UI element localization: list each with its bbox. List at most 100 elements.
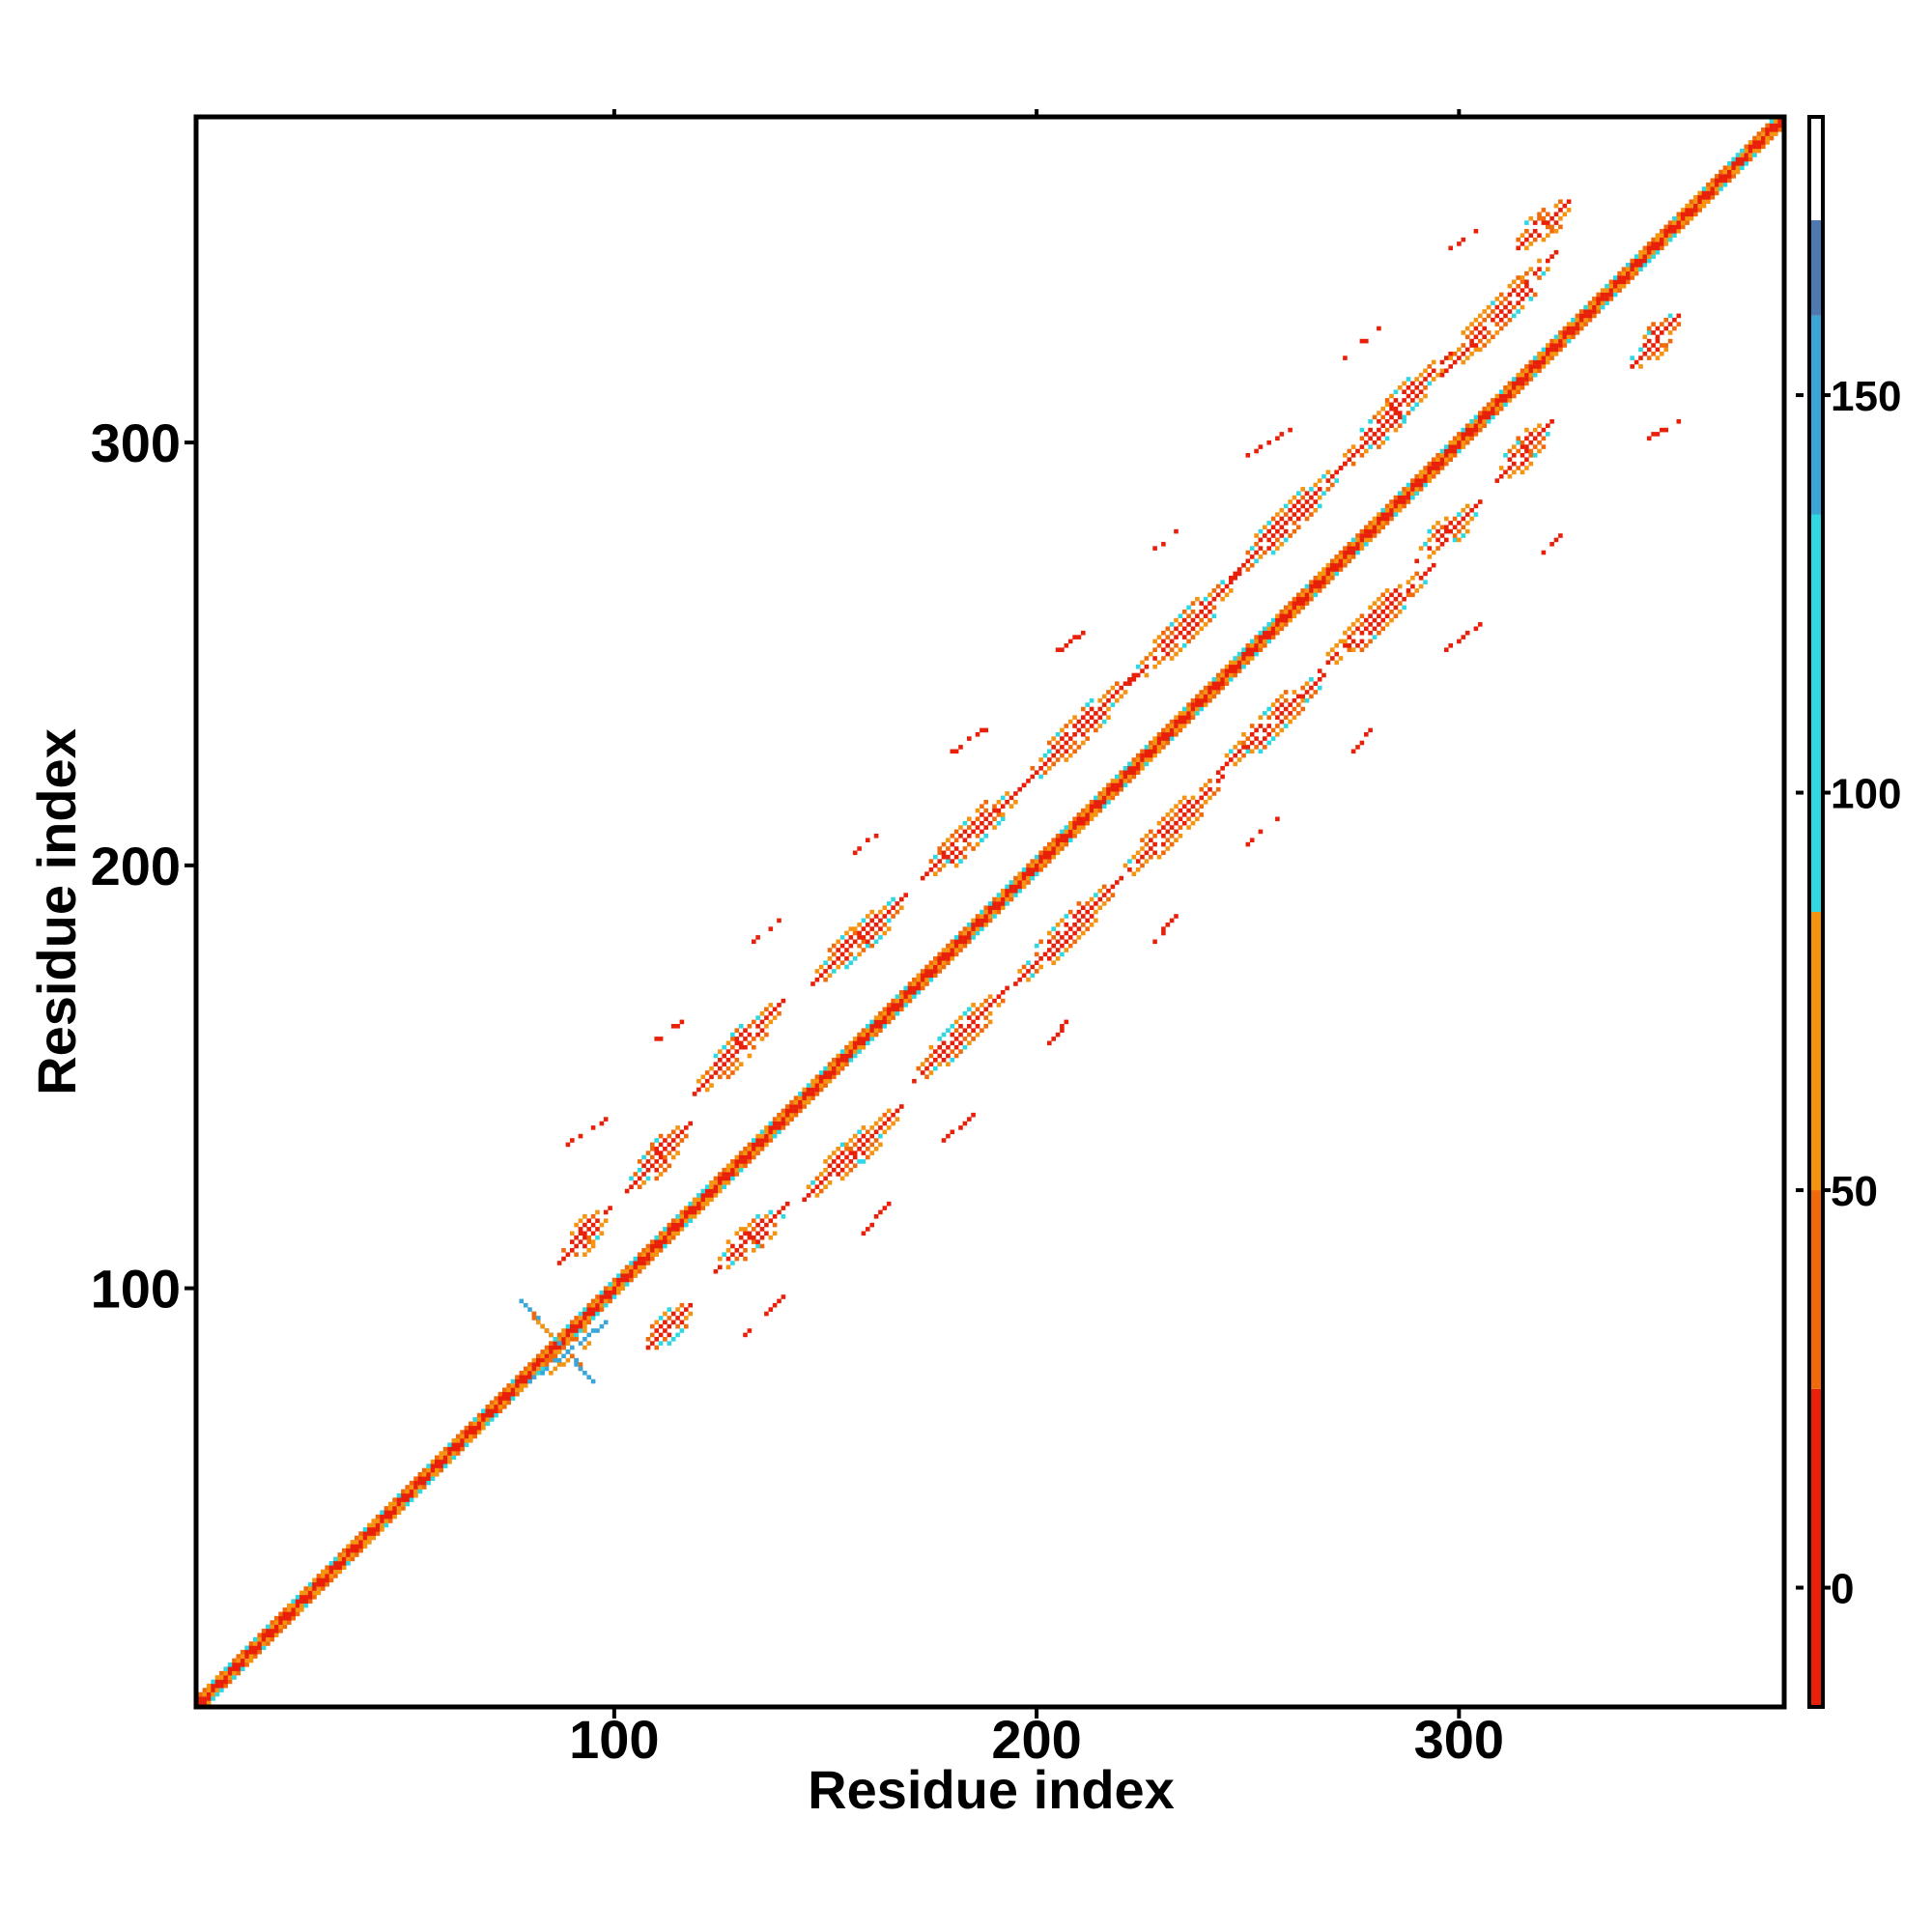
diagonal-cell: [1317, 571, 1322, 577]
diagonal-cell: [1600, 304, 1605, 310]
diagonal-cell: [857, 1040, 862, 1046]
diagonal-cell: [282, 1620, 288, 1625]
contact-band-cell: [1034, 960, 1039, 965]
diagonal-cell: [350, 1556, 355, 1562]
diagonal-cell: [869, 1037, 874, 1041]
diagonal-cell: [650, 1256, 655, 1262]
contact-band-cell: [1161, 630, 1166, 636]
diagonal-cell: [866, 1032, 870, 1037]
diagonal-cell: [772, 1121, 778, 1126]
diagonal-cell: [1740, 165, 1745, 170]
diagonal-cell: [996, 905, 1002, 910]
diagonal-cell: [1457, 444, 1462, 449]
contact-band-cell: [1085, 909, 1090, 915]
contact-band-cell: [958, 859, 963, 864]
contact-band-cell: [670, 1337, 676, 1342]
contact-band-cell: [777, 1010, 781, 1016]
contact-band-cell: [1444, 525, 1449, 530]
contact-band-cell: [1072, 914, 1077, 919]
diagonal-cell: [1165, 732, 1171, 737]
diagonal-cell: [1309, 580, 1314, 584]
diagonal-cell: [1503, 398, 1508, 403]
diagonal-cell: [654, 1235, 659, 1240]
diagonal-cell: [1461, 440, 1466, 445]
diagonal-cell: [1203, 702, 1208, 707]
diagonal-cell: [1541, 347, 1547, 353]
diagonal-cell: [1494, 402, 1500, 408]
diagonal-cell: [1478, 419, 1483, 424]
diagonal-cell: [1621, 267, 1627, 271]
contact-band-cell: [1343, 643, 1348, 648]
diagonal-cell: [1384, 503, 1390, 509]
diagonal-cell: [1605, 297, 1609, 301]
diagonal-cell: [1414, 491, 1419, 496]
contact-band-cell: [1393, 605, 1399, 611]
faint-streak-cell: [1457, 242, 1462, 246]
contact-band-cell: [663, 1138, 668, 1143]
contact-band-cell: [755, 1222, 760, 1228]
faint-streak-cell: [675, 1024, 680, 1029]
contact-band-cell: [1076, 745, 1082, 750]
contact-band-cell: [734, 1028, 740, 1033]
diagonal-cell: [1181, 719, 1187, 724]
diagonal-cell: [962, 943, 968, 949]
diagonal-cell: [611, 1286, 617, 1291]
contact-band-cell: [1101, 719, 1107, 724]
contact-band-cell: [866, 1138, 870, 1143]
diagonal-cell: [603, 1286, 609, 1291]
diagonal-cell: [1263, 635, 1267, 639]
contact-band-cell: [1464, 334, 1470, 340]
contact-band-cell: [1174, 812, 1179, 817]
diagonal-cell: [1241, 647, 1246, 652]
diagonal-cell: [793, 1099, 799, 1105]
contact-band-cell: [1359, 436, 1365, 441]
diagonal-cell: [670, 1218, 676, 1223]
diagonal-cell: [536, 1362, 541, 1367]
diagonal-cell: [1042, 859, 1048, 864]
contact-band-cell: [1444, 516, 1449, 522]
crossing-feature-cell: [531, 1316, 537, 1321]
contact-band-cell: [1507, 300, 1513, 305]
contact-band-cell: [1372, 626, 1378, 632]
diagonal-cell: [1714, 174, 1719, 179]
diagonal-cell: [1461, 432, 1466, 437]
diagonal-cell: [987, 918, 993, 923]
contact-band-cell: [1343, 639, 1348, 644]
contact-band-cell: [1546, 212, 1550, 217]
diagonal-cell: [679, 1218, 685, 1223]
diagonal-cell: [1706, 190, 1711, 196]
diagonal-cell: [1714, 182, 1719, 187]
diagonal-cell: [1364, 525, 1369, 530]
contact-band-cell: [1135, 859, 1141, 864]
contact-band-cell: [1660, 330, 1664, 335]
diagonal-cell: [556, 1332, 562, 1338]
x-axis-title: Residue index: [808, 1759, 1175, 1820]
contact-band-cell: [962, 1044, 968, 1050]
diagonal-cell: [266, 1636, 270, 1642]
faint-streak-cell: [1377, 326, 1381, 331]
contact-band-cell: [1372, 610, 1378, 614]
diagonal-cell: [1672, 233, 1677, 238]
diagonal-cell: [494, 1405, 498, 1409]
diagonal-cell: [764, 1133, 769, 1139]
diagonal-cell: [266, 1629, 270, 1634]
diagonal-cell: [725, 1167, 731, 1173]
contact-band-cell: [1021, 964, 1027, 970]
contact-band-cell: [743, 1028, 748, 1033]
contact-band-cell: [971, 820, 976, 826]
faint-streak-cell: [658, 1037, 664, 1041]
contact-band-cell: [1546, 224, 1550, 230]
diagonal-cell: [1215, 672, 1221, 678]
contact-band-cell: [1503, 469, 1508, 475]
crossing-feature-cell: [582, 1337, 587, 1342]
contact-band-cell: [1279, 542, 1285, 547]
contact-band-cell: [983, 800, 988, 805]
diagonal-cell: [1186, 715, 1191, 720]
diagonal-cell: [1452, 448, 1458, 454]
contact-band-cell: [1469, 330, 1474, 335]
diagonal-cell: [1296, 596, 1301, 602]
contact-band-cell: [1452, 525, 1458, 530]
contact-band-cell: [971, 1028, 976, 1033]
diagonal-cell: [836, 1058, 840, 1063]
contact-band-cell: [650, 1323, 655, 1329]
